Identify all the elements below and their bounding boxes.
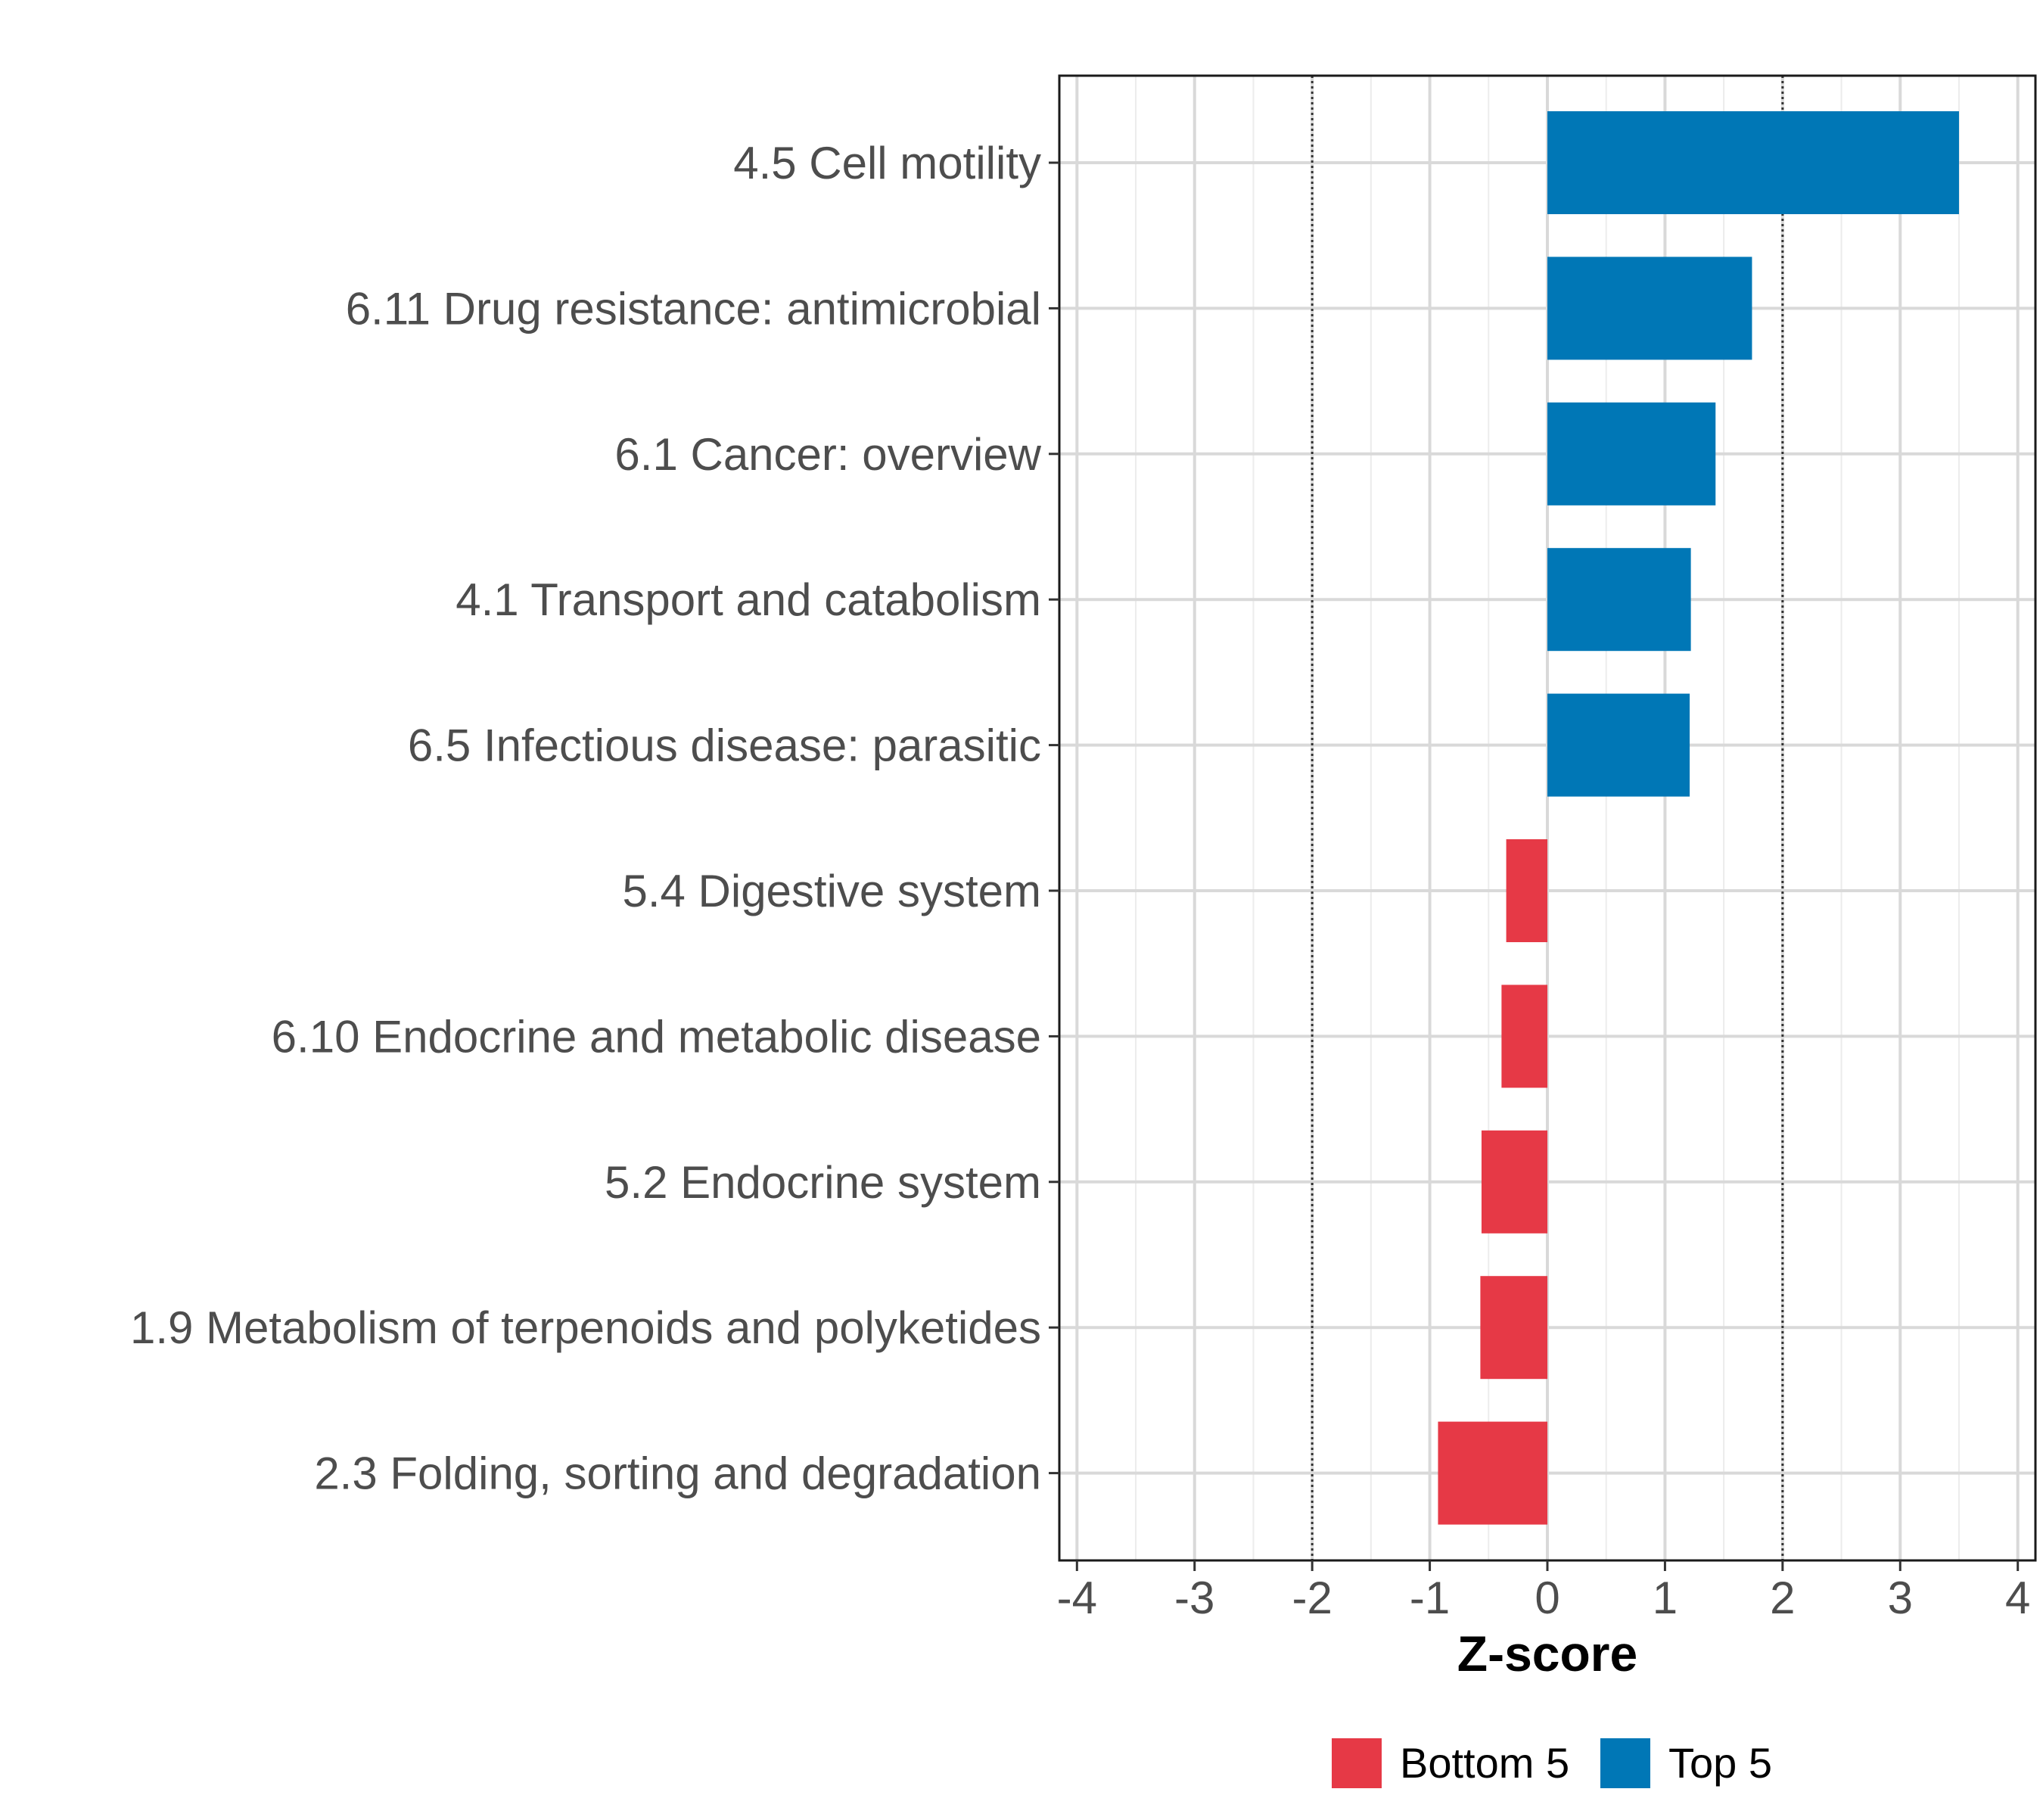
y-tick-label: 2.3 Folding, sorting and degradation [314,1448,1041,1499]
bar [1547,257,1752,360]
bar [1547,693,1690,797]
bar [1547,111,1959,214]
reference-lines [1311,76,1784,1560]
bar [1547,402,1716,506]
bars [1438,111,1959,1525]
y-tick-label: 6.10 Endocrine and metabolic disease [272,1011,1041,1062]
y-tick-label: 1.9 Metabolism of terpenoids and polyket… [130,1302,1041,1353]
x-ticks: -4 -3 -2 -1 0 1 2 3 4 [1057,1560,2030,1623]
legend-swatch [1332,1738,1382,1788]
bar [1547,548,1691,652]
y-tick-label: 6.5 Infectious disease: parasitic [408,720,1041,771]
y-ticks: 4.5 Cell motility 6.11 Drug resistance: a… [130,138,1059,1499]
x-tick-label: -3 [1174,1573,1214,1623]
bar [1481,1130,1547,1234]
x-tick-label: -1 [1410,1573,1450,1623]
legend-label: Top 5 [1668,1739,1772,1787]
legend-label: Bottom 5 [1400,1739,1569,1787]
x-tick-label: 4 [2005,1573,2030,1623]
x-axis-title: Z-score [1457,1626,1637,1682]
x-tick-label: 0 [1535,1573,1559,1623]
legend: Bottom 5 Top 5 [1332,1738,1772,1788]
x-tick-label: 2 [1770,1573,1795,1623]
y-tick-label: 6.1 Cancer: overview [614,429,1041,480]
bar [1438,1421,1547,1525]
bar [1506,839,1547,942]
bar [1480,1276,1547,1380]
x-tick-label: 3 [1888,1573,1913,1623]
y-tick-label: 6.11 Drug resistance: antimicrobial [346,283,1041,334]
y-tick-label: 5.2 Endocrine system [605,1157,1041,1208]
y-tick-label: 5.4 Digestive system [622,866,1041,916]
y-tick-label: 4.1 Transport and catabolism [456,574,1041,625]
x-tick-label: -4 [1057,1573,1097,1623]
legend-swatch [1600,1738,1650,1788]
x-tick-label: -2 [1292,1573,1332,1623]
y-tick-label: 4.5 Cell motility [733,138,1041,188]
bar [1501,985,1547,1088]
x-tick-label: 1 [1653,1573,1678,1623]
